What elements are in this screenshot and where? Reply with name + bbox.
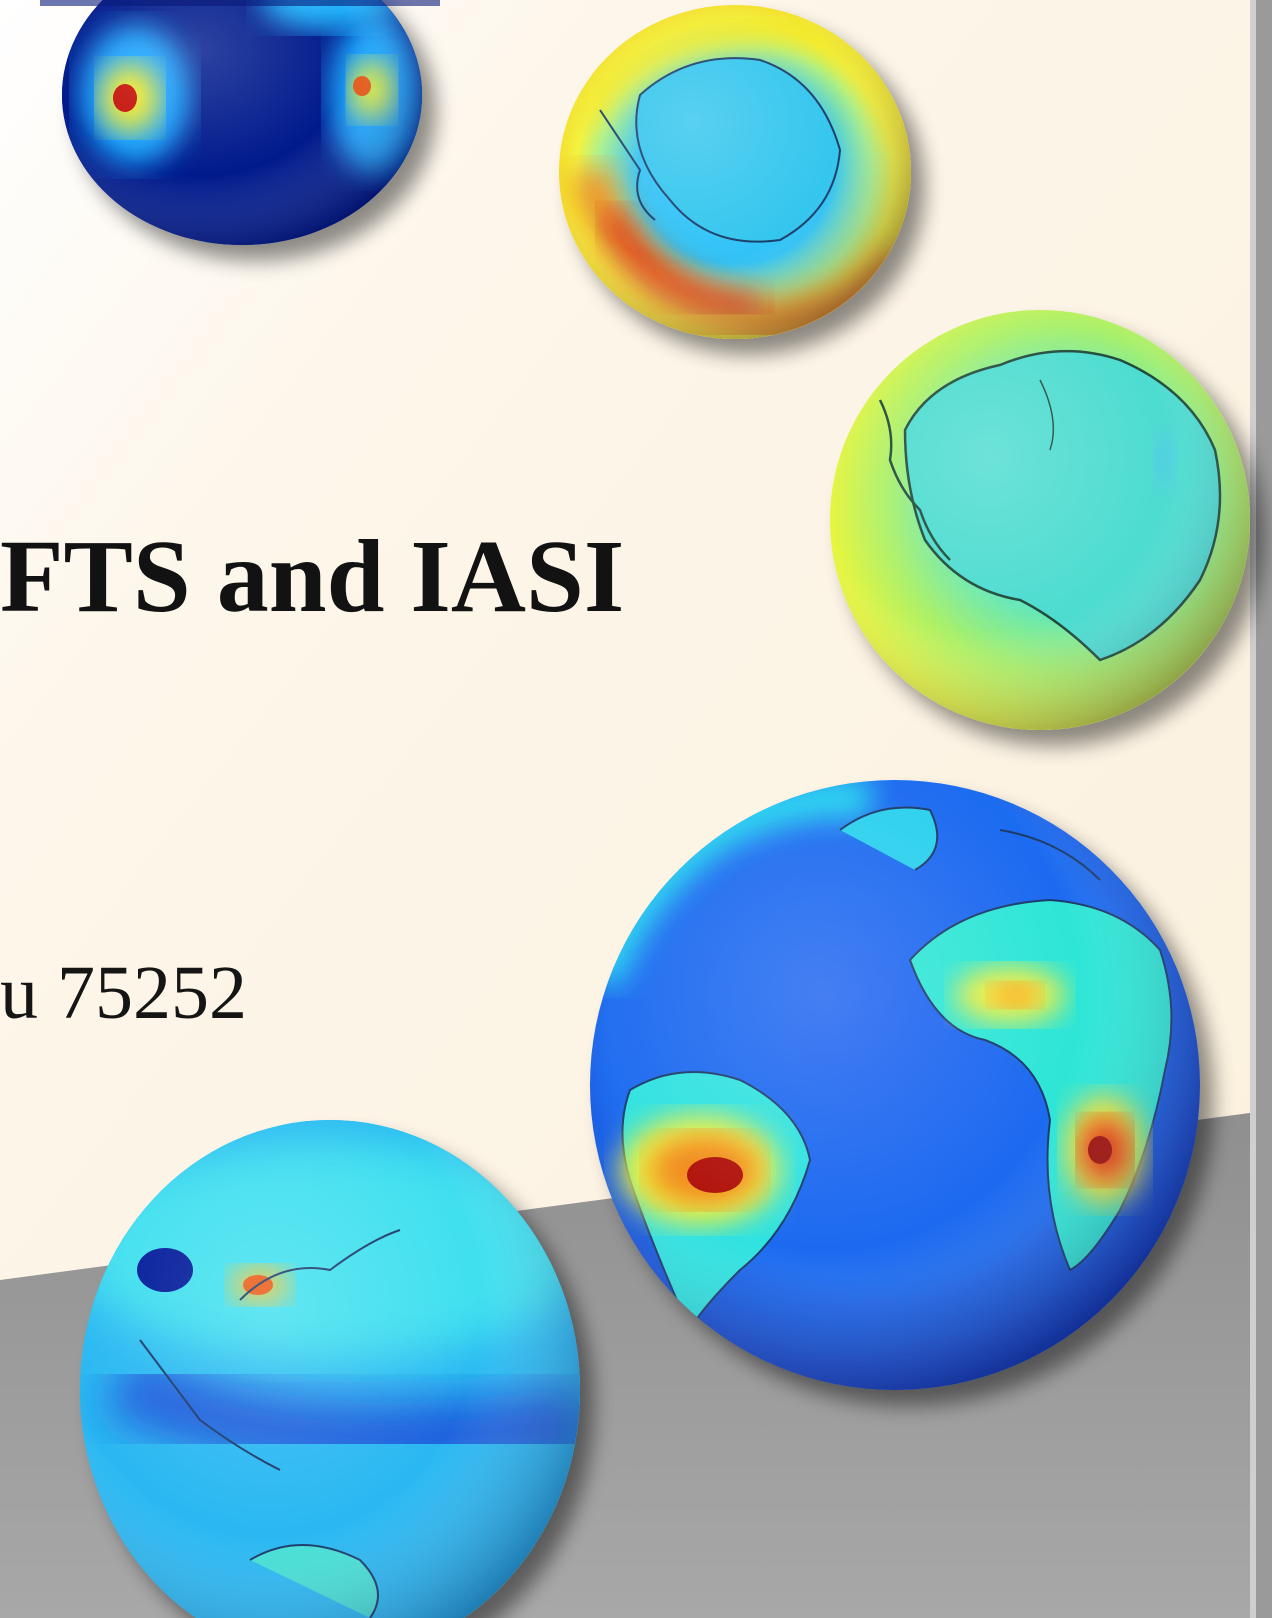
slide-title: FTS and IASI bbox=[0, 519, 625, 634]
slide-subtitle: u 75252 bbox=[0, 951, 247, 1035]
